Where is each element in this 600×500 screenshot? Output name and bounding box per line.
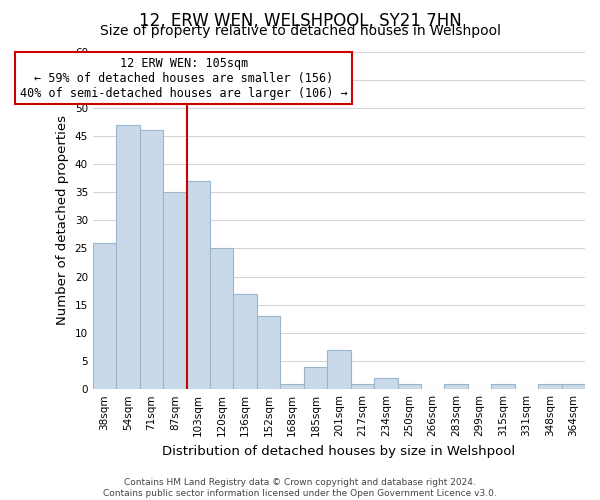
Text: 12, ERW WEN, WELSHPOOL, SY21 7HN: 12, ERW WEN, WELSHPOOL, SY21 7HN: [139, 12, 461, 30]
Text: Size of property relative to detached houses in Welshpool: Size of property relative to detached ho…: [100, 24, 500, 38]
Bar: [304, 366, 327, 389]
Bar: [233, 294, 257, 389]
Bar: [93, 243, 116, 389]
X-axis label: Distribution of detached houses by size in Welshpool: Distribution of detached houses by size …: [163, 444, 515, 458]
Bar: [210, 248, 233, 389]
Bar: [116, 124, 140, 389]
Bar: [257, 316, 280, 389]
Bar: [187, 181, 210, 389]
Bar: [491, 384, 515, 389]
Bar: [538, 384, 562, 389]
Text: Contains HM Land Registry data © Crown copyright and database right 2024.
Contai: Contains HM Land Registry data © Crown c…: [103, 478, 497, 498]
Bar: [562, 384, 585, 389]
Bar: [140, 130, 163, 389]
Bar: [445, 384, 468, 389]
Text: 12 ERW WEN: 105sqm
← 59% of detached houses are smaller (156)
40% of semi-detach: 12 ERW WEN: 105sqm ← 59% of detached hou…: [20, 56, 348, 100]
Bar: [163, 192, 187, 389]
Bar: [327, 350, 350, 389]
Bar: [374, 378, 398, 389]
Bar: [280, 384, 304, 389]
Y-axis label: Number of detached properties: Number of detached properties: [56, 116, 69, 326]
Bar: [350, 384, 374, 389]
Bar: [398, 384, 421, 389]
